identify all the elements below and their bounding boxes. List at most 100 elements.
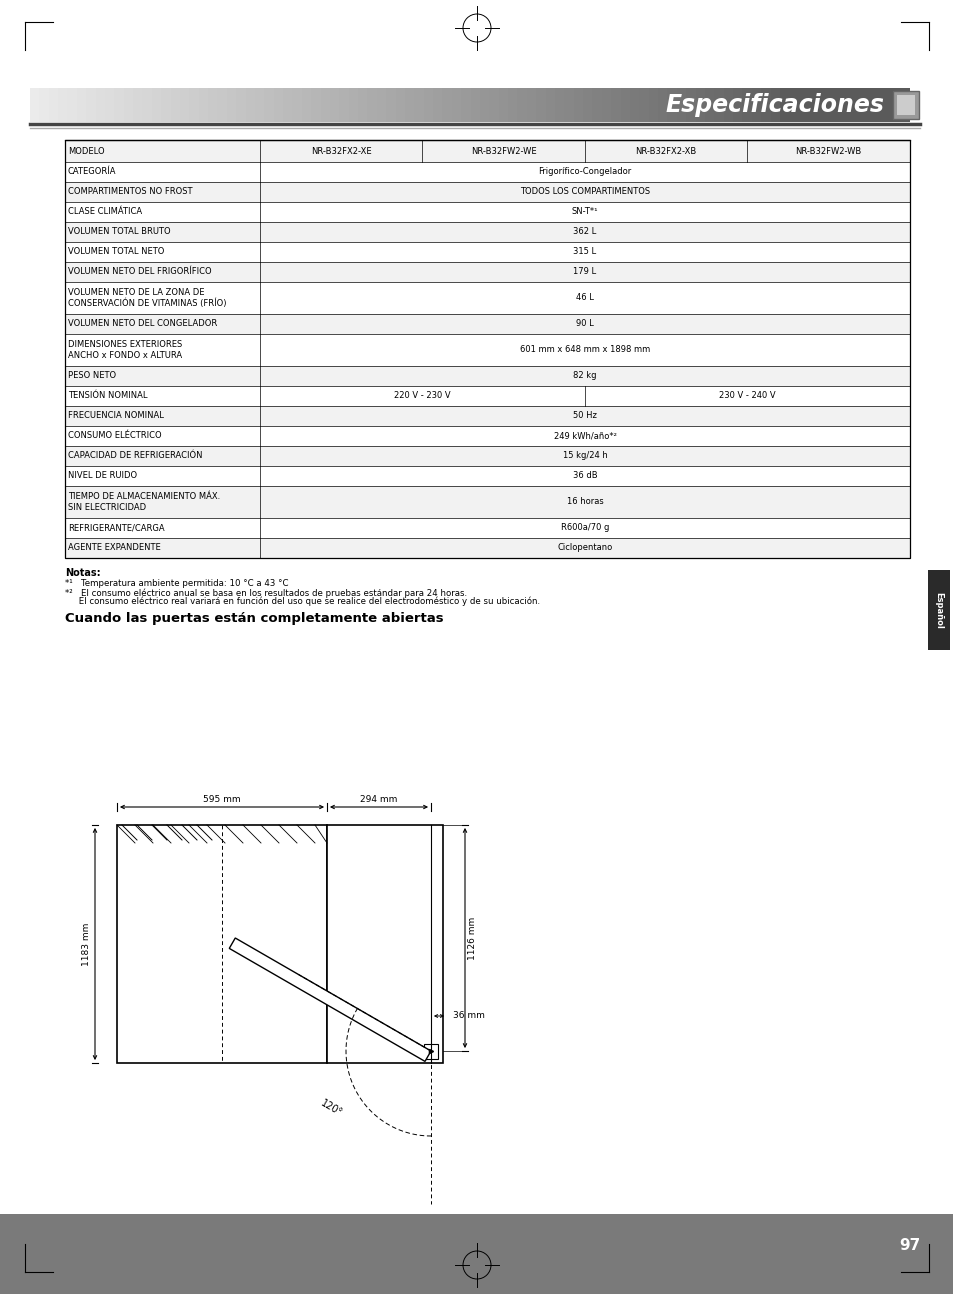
Bar [311,88,321,122]
Bar [65,538,909,558]
Bar [780,88,909,122]
Text: 90 L: 90 L [576,320,594,329]
Bar [49,88,59,122]
Text: 120°: 120° [318,1099,344,1118]
Bar [65,518,909,538]
Bar [452,88,462,122]
Text: VOLUMEN NETO DE LA ZONA DE
CONSERVACIÓN DE VITAMINAS (FRÍO): VOLUMEN NETO DE LA ZONA DE CONSERVACIÓN … [68,289,226,308]
Bar [142,88,152,122]
Bar [65,487,909,518]
Text: TODOS LOS COMPARTIMENTOS: TODOS LOS COMPARTIMENTOS [519,188,649,197]
Text: 36 mm: 36 mm [453,1012,484,1021]
Text: NR-B32FW2-WE: NR-B32FW2-WE [471,146,536,155]
Text: VOLUMEN NETO DEL FRIGORÍFICO: VOLUMEN NETO DEL FRIGORÍFICO [68,268,212,277]
Bar [479,88,490,122]
Text: 179 L: 179 L [573,268,596,277]
Bar [367,88,377,122]
Bar [433,88,443,122]
Bar [180,88,191,122]
Bar [65,466,909,487]
Bar [442,88,453,122]
Bar [171,88,181,122]
Text: 50 Hz: 50 Hz [573,411,597,421]
Bar [65,182,909,202]
Bar [386,88,396,122]
Bar [648,88,659,122]
Bar [714,88,724,122]
Text: 82 kg: 82 kg [573,371,597,380]
Bar [573,88,583,122]
Bar [65,314,909,334]
Bar [555,88,565,122]
Text: 315 L: 315 L [573,247,596,256]
Text: REFRIGERANTE/CARGA: REFRIGERANTE/CARGA [68,524,165,533]
Text: NIVEL DE RUIDO: NIVEL DE RUIDO [68,471,137,480]
Bar [770,88,781,122]
Text: El consumo eléctrico real variará en función del uso que se realice del electrod: El consumo eléctrico real variará en fun… [65,597,539,607]
Bar [639,88,649,122]
Text: 15 kg/24 h: 15 kg/24 h [562,452,607,461]
Text: DIMENSIONES EXTERIORES
ANCHO x FONDO x ALTURA: DIMENSIONES EXTERIORES ANCHO x FONDO x A… [68,340,182,360]
Bar [65,140,909,558]
Bar [339,88,350,122]
Bar [190,88,199,122]
Bar [65,261,909,282]
Bar [685,88,696,122]
Bar [77,88,87,122]
Text: 294 mm: 294 mm [360,796,397,805]
Bar [152,88,162,122]
Text: CAPACIDAD DE REFRIGERACIÓN: CAPACIDAD DE REFRIGERACIÓN [68,452,202,461]
Bar [517,88,527,122]
Bar [498,88,509,122]
Text: CONSUMO ELÉCTRICO: CONSUMO ELÉCTRICO [68,431,161,440]
Bar [68,88,78,122]
Bar [601,88,612,122]
Text: *¹   Temperatura ambiente permitida: 10 °C a 43 °C: *¹ Temperatura ambiente permitida: 10 °C… [65,578,288,587]
Bar [470,88,480,122]
Bar [629,88,639,122]
Bar [217,88,228,122]
Text: CLASE CLIMÁTICA: CLASE CLIMÁTICA [68,207,142,216]
Bar [620,88,630,122]
Bar [677,88,686,122]
Bar [283,88,294,122]
Bar [508,88,518,122]
Bar [301,88,312,122]
Bar [274,88,284,122]
Text: R600a/70 g: R600a/70 g [560,524,609,533]
Text: 1183 mm: 1183 mm [82,923,91,965]
Bar [65,426,909,446]
Bar [95,88,106,122]
Text: Ciclopentano: Ciclopentano [557,543,612,553]
Bar [330,88,340,122]
Bar [927,569,949,650]
Bar [760,88,771,122]
Text: 362 L: 362 L [573,228,596,237]
Bar [405,88,415,122]
Bar [124,88,134,122]
Text: COMPARTIMENTOS NO FROST: COMPARTIMENTOS NO FROST [68,188,193,197]
Bar [117,826,327,1062]
Bar [254,88,265,122]
Bar [161,88,172,122]
Bar [65,242,909,261]
Text: 97: 97 [899,1238,920,1254]
Bar [667,88,678,122]
Text: TENSIÓN NOMINAL: TENSIÓN NOMINAL [68,392,148,401]
Bar [611,88,621,122]
Text: 249 kWh/año*²: 249 kWh/año*² [553,431,616,440]
Bar [892,91,918,119]
Bar [133,88,143,122]
Text: 36 dB: 36 dB [572,471,597,480]
Bar [658,88,668,122]
Polygon shape [229,938,431,1061]
Text: SN-T*¹: SN-T*¹ [571,207,598,216]
Bar [227,88,237,122]
Bar [65,202,909,223]
Bar [208,88,218,122]
Bar [0,1214,953,1294]
Text: NR-B32FX2-XB: NR-B32FX2-XB [635,146,696,155]
Text: 220 V - 230 V: 220 V - 230 V [394,392,451,401]
Bar [395,88,406,122]
Bar [582,88,593,122]
